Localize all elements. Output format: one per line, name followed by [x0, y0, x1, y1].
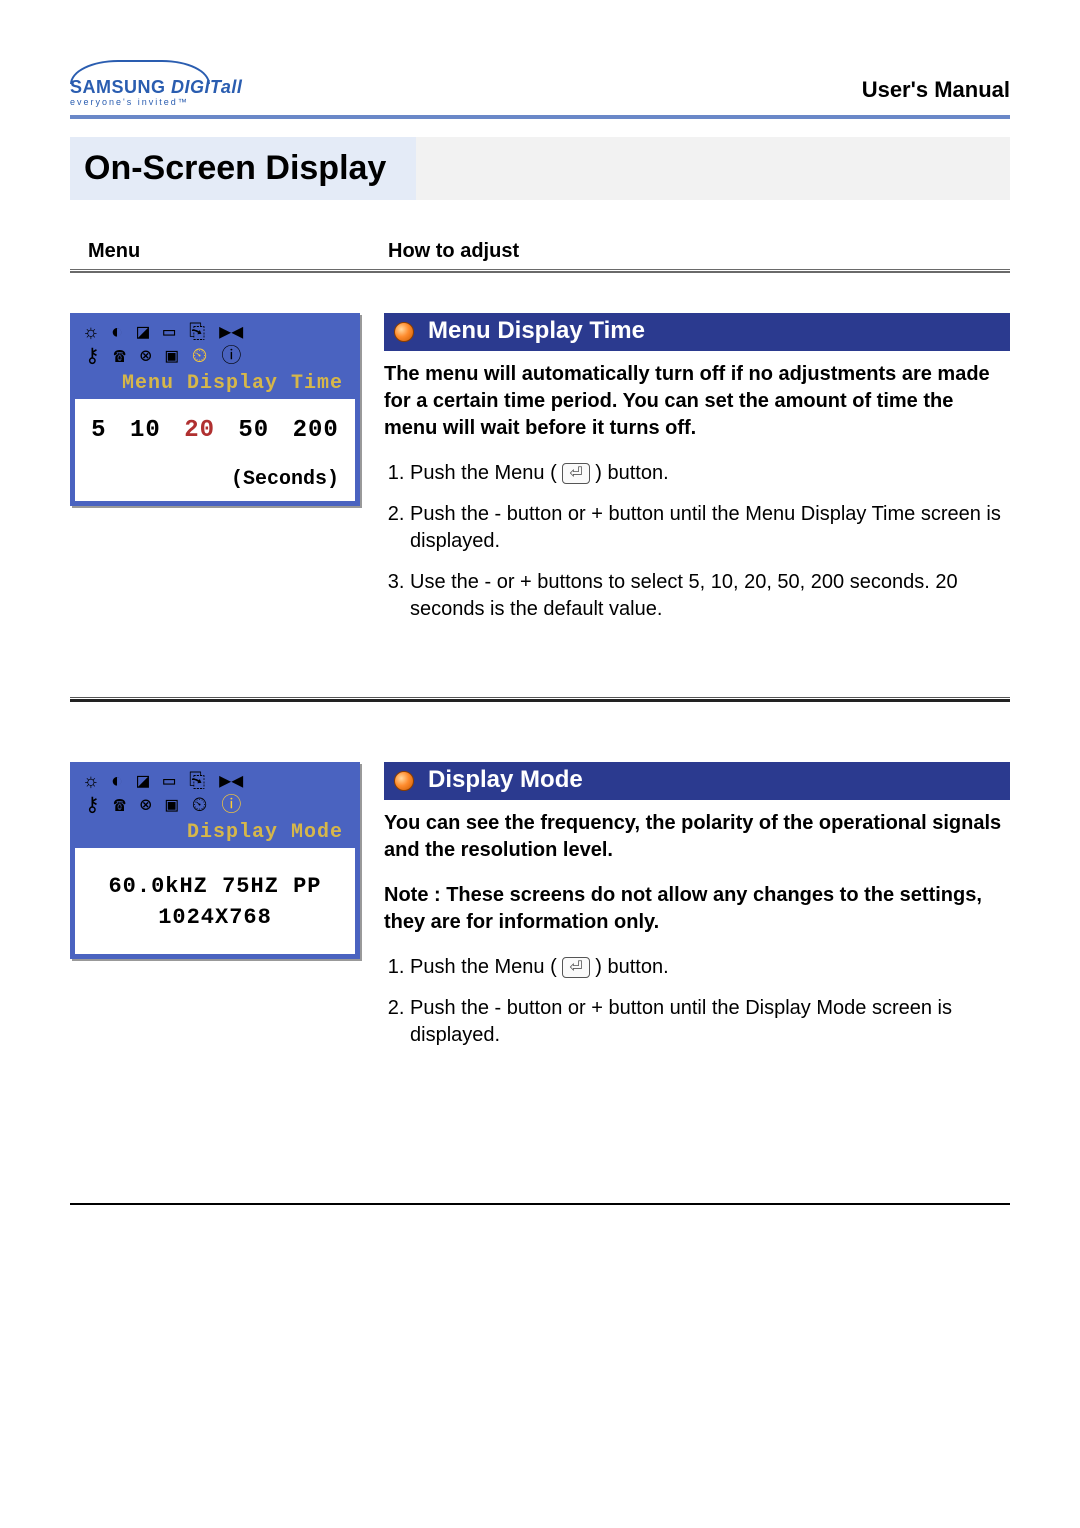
section2-step-2: Push the - button or + button until the … — [410, 995, 1010, 1049]
time-option-selected: 20 — [184, 417, 215, 444]
section2-steps: Push the Menu ( ⏎ ) button. Push the - b… — [384, 954, 1010, 1049]
section1-lead: The menu will automatically turn off if … — [384, 361, 1010, 442]
recall-icon: ☎ — [114, 797, 126, 817]
timer-icon: ⏲ — [192, 348, 208, 368]
osd-unit-label: (Seconds) — [83, 468, 347, 491]
brightness-icon: ☼ — [85, 324, 97, 344]
section1-step-3: Use the - or + buttons to select 5, 10, … — [410, 569, 1010, 623]
osd-freq-line: 60.0kHZ 75HZ PP — [83, 872, 347, 903]
osd-resolution-line: 1024X768 — [83, 903, 347, 934]
osd-header: ☼ ◐ ◪ ▭ ⎘ ▶◀ ⚷ ☎ ⊗ ▣ ⏲ ⓘ Menu Display Ti… — [75, 318, 355, 399]
column-headers: Menu How to adjust — [70, 240, 1010, 269]
brightness-icon: ☼ — [85, 773, 97, 793]
section2-heading-text: Display Mode — [428, 766, 583, 793]
time-option-5: 5 — [91, 417, 106, 444]
recall-icon: ☎ — [114, 348, 126, 368]
contrast-icon: ◐ — [111, 324, 123, 344]
geometry-icon: ◪ — [137, 324, 149, 344]
osd-icon-row-1b: ☼ ◐ ◪ ▭ ⎘ ▶◀ — [81, 773, 349, 793]
degauss-icon: ⊗ — [140, 797, 152, 817]
moire-icon: ▣ — [166, 797, 178, 817]
section1-heading-text: Menu Display Time — [428, 317, 645, 344]
timer-icon: ⏲ — [192, 797, 208, 817]
osd-icon-row-2b: ⚷ ☎ ⊗ ▣ ⏲ ⓘ — [81, 797, 349, 817]
logo-suffix: DIGITall — [171, 77, 242, 97]
section2-heading: Display Mode — [384, 762, 1010, 800]
info-icon: ⓘ — [221, 797, 241, 817]
brand-logo: SAMSUNG DIGITall everyone's invited™ — [70, 60, 242, 107]
menu-button-icon: ⏎ — [562, 463, 589, 484]
osd-header-2: ☼ ◐ ◪ ▭ ⎘ ▶◀ ⚷ ☎ ⊗ ▣ ⏲ ⓘ Display Mode — [75, 767, 355, 848]
logo-tagline: everyone's invited™ — [70, 98, 242, 107]
osd-display-info: 60.0kHZ 75HZ PP 1024X768 — [83, 866, 347, 944]
logo-main: SAMSUNG — [70, 77, 171, 97]
time-option-50: 50 — [238, 417, 269, 444]
time-option-200: 200 — [293, 417, 339, 444]
section1-step-1: Push the Menu ( ⏎ ) button. — [410, 460, 1010, 487]
osd-screenshot-menu-display-time: ☼ ◐ ◪ ▭ ⎘ ▶◀ ⚷ ☎ ⊗ ▣ ⏲ ⓘ Menu Display Ti… — [70, 313, 360, 506]
size-icon: ▭ — [163, 773, 175, 793]
osd-title: Menu Display Time — [81, 372, 349, 395]
degauss-icon: ⊗ — [140, 348, 152, 368]
osd-icon-row-1: ☼ ◐ ◪ ▭ ⎘ ▶◀ — [81, 324, 349, 344]
section1-description: Menu Display Time The menu will automati… — [384, 313, 1010, 637]
lock-icon: ⚷ — [85, 797, 100, 817]
position-icon: ⎘ — [189, 324, 205, 344]
lock-icon: ⚷ — [85, 348, 100, 368]
osd-icon-row-2: ⚷ ☎ ⊗ ▣ ⏲ ⓘ — [81, 348, 349, 368]
osd-body-2: 60.0kHZ 75HZ PP 1024X768 — [75, 848, 355, 954]
moire-icon: ▣ — [166, 348, 178, 368]
osd-time-values: 5 10 20 50 200 — [83, 417, 347, 444]
section1-heading: Menu Display Time — [384, 313, 1010, 351]
columns-divider — [70, 269, 1010, 273]
section2-lead: You can see the frequency, the polarity … — [384, 810, 1010, 864]
time-option-10: 10 — [130, 417, 161, 444]
header-divider — [70, 115, 1010, 119]
section1-steps: Push the Menu ( ⏎ ) button. Push the - b… — [384, 460, 1010, 623]
position-icon: ⎘ — [189, 773, 205, 793]
osd-screenshot-display-mode: ☼ ◐ ◪ ▭ ⎘ ▶◀ ⚷ ☎ ⊗ ▣ ⏲ ⓘ Display Mode 60… — [70, 762, 360, 959]
page-header: SAMSUNG DIGITall everyone's invited™ Use… — [70, 60, 1010, 107]
page-title-strip: On-Screen Display — [70, 137, 1010, 200]
manual-label: User's Manual — [862, 77, 1010, 107]
hposition-icon: ▶◀ — [219, 773, 243, 793]
footer-rule — [70, 1203, 1010, 1205]
section-display-mode: ☼ ◐ ◪ ▭ ⎘ ▶◀ ⚷ ☎ ⊗ ▣ ⏲ ⓘ Display Mode 60… — [70, 762, 1010, 1063]
contrast-icon: ◐ — [111, 773, 123, 793]
size-icon: ▭ — [163, 324, 175, 344]
page-title: On-Screen Display — [70, 137, 416, 200]
col-header-howto: How to adjust — [388, 240, 519, 263]
logo-text: SAMSUNG DIGITall — [70, 78, 242, 96]
bullet-icon — [394, 322, 414, 342]
osd-body: 5 10 20 50 200 (Seconds) — [75, 399, 355, 501]
section2-step-1: Push the Menu ( ⏎ ) button. — [410, 954, 1010, 981]
hposition-icon: ▶◀ — [219, 324, 243, 344]
section2-description: Display Mode You can see the frequency, … — [384, 762, 1010, 1063]
geometry-icon: ◪ — [137, 773, 149, 793]
osd-title-2: Display Mode — [81, 821, 349, 844]
menu-button-icon: ⏎ — [562, 957, 589, 978]
bullet-icon — [394, 771, 414, 791]
section-menu-display-time: ☼ ◐ ◪ ▭ ⎘ ▶◀ ⚷ ☎ ⊗ ▣ ⏲ ⓘ Menu Display Ti… — [70, 313, 1010, 637]
info-icon: ⓘ — [221, 348, 241, 368]
col-header-menu: Menu — [88, 240, 388, 263]
section-divider — [70, 697, 1010, 702]
section2-note: Note : These screens do not allow any ch… — [384, 882, 1010, 936]
section1-step-2: Push the - button or + button until the … — [410, 501, 1010, 555]
